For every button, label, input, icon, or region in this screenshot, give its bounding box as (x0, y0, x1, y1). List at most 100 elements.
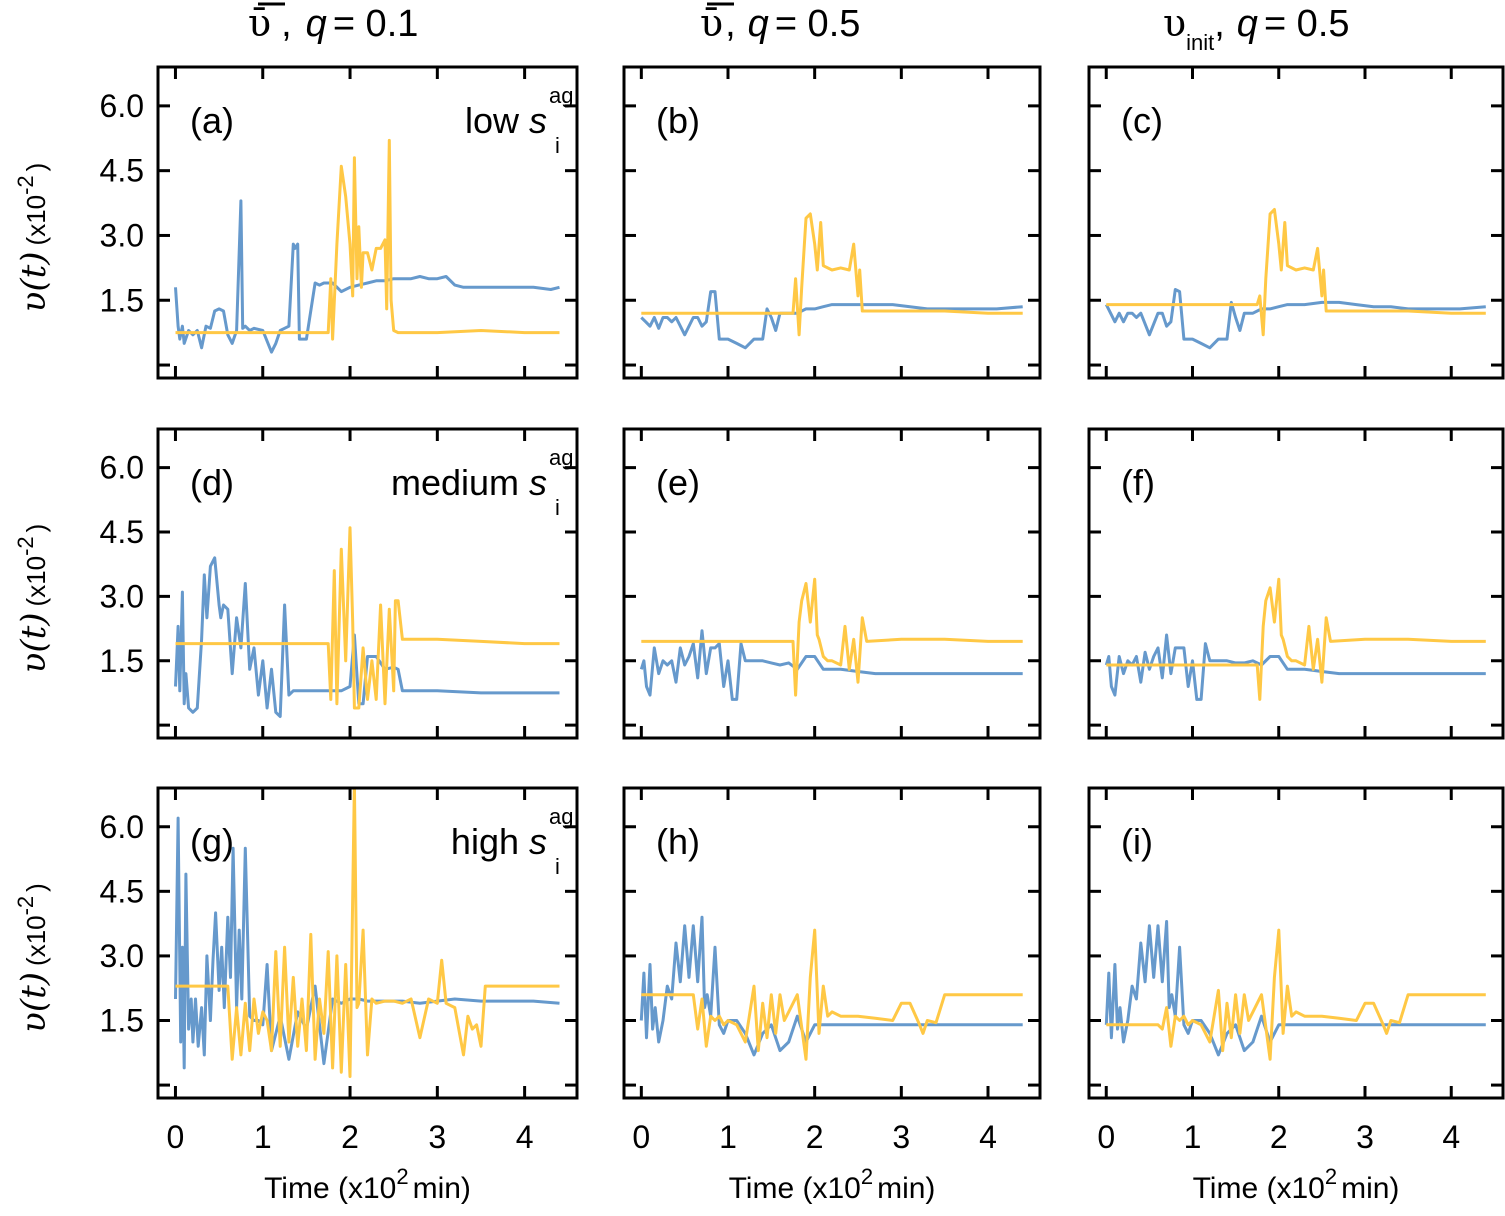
column-title-3: υinit, q = 0.5 (1163, 1, 1350, 55)
y-axis-label-close: ) (21, 883, 51, 892)
y-tick-label: 3.0 (100, 938, 144, 974)
plot-frame (1087, 786, 1505, 1100)
series-line-yellow (1106, 928, 1486, 1061)
series-line-yellow (641, 212, 1023, 337)
x-tick-label: 2 (1270, 1119, 1288, 1155)
plot-frame (622, 786, 1042, 1100)
column-title-2-symbol: ῡ (700, 1, 723, 45)
x-axis-label: Time (x102 min) (264, 1164, 471, 1205)
panel-label: (a) (190, 100, 234, 141)
y-tick-label: 6.0 (100, 809, 144, 845)
series-line-blue (1104, 633, 1486, 701)
panel-label: (f) (1121, 462, 1155, 503)
y-tick-label: 4.5 (100, 153, 144, 189)
x-axis-label-main: Time (x10 (1193, 1172, 1325, 1205)
row-annotation-superscript: ag (549, 83, 573, 108)
y-axis-label-unit: (x10 (21, 915, 51, 966)
series-line-blue (639, 629, 1023, 701)
y-axis-label-unit: (x10 (21, 556, 51, 607)
panel-b: (b) (622, 65, 1042, 380)
series-line-yellow (641, 577, 1023, 697)
y-tick-label: 1.5 (100, 1003, 144, 1039)
row-annotation-superscript: ag (549, 445, 573, 470)
panel-c: (c) (1087, 65, 1505, 380)
panel-i: 0 1 2 3 4(i)Time (x102 min) (1087, 786, 1505, 1205)
panel-h: 0 1 2 3 4(h)Time (x102 min) (622, 786, 1042, 1205)
y-axis-label-main: υ(t) (14, 251, 54, 312)
y-tick-label: 4.5 (100, 514, 144, 550)
plot-frame (156, 65, 579, 380)
x-tick-label: 3 (428, 1119, 446, 1155)
y-tick-label: 1.5 (100, 643, 144, 679)
plot-frame (1087, 427, 1505, 740)
y-tick-label: 6.0 (100, 88, 144, 124)
y-tick-label: 3.0 (100, 578, 144, 614)
panel-label: (h) (656, 821, 700, 862)
panel-label: (i) (1121, 821, 1153, 862)
row-annotation: low s (465, 100, 547, 141)
series-line-blue (174, 199, 560, 354)
row-annotation-subscript: i (555, 495, 560, 520)
x-tick-label: 3 (892, 1119, 910, 1155)
y-tick-label: 3.0 (100, 217, 144, 253)
row-annotation-subscript: i (555, 133, 560, 158)
x-axis-label-suffix: min) (877, 1172, 935, 1205)
panel-d: 1.5 3.0 4.5 6.0 υ(t) (x10-2) medium sag i (d) (13, 427, 579, 740)
row-annotation: medium s (391, 462, 547, 503)
x-tick-label: 4 (516, 1119, 534, 1155)
x-axis-label-main: Time (x10 (729, 1172, 861, 1205)
row-annotation: high s (451, 821, 547, 862)
panel-label: (b) (656, 100, 700, 141)
x-tick-label: 2 (341, 1119, 359, 1155)
column-title-1-symbol: ῡ (248, 1, 271, 45)
x-tick-label: 0 (1097, 1119, 1115, 1155)
panel-g: 0 1 2 3 41.53.04.56.0υ(t)(x10-2)high sagi(g)… (13, 786, 579, 1205)
plot-frame (622, 65, 1042, 380)
panel-f: (f) (1087, 427, 1505, 740)
row-annotation-text: medium (391, 462, 529, 503)
row-annotation-text: high (451, 821, 529, 862)
y-axis-label: υ(t) (x10-2) (13, 883, 54, 1033)
series-line-yellow (1106, 577, 1486, 701)
x-tick-label: 1 (254, 1119, 272, 1155)
row-annotation-symbol: s (529, 821, 547, 862)
plot-frame (156, 427, 579, 740)
series-line-blue (639, 915, 1023, 1057)
x-tick-label: 1 (1184, 1119, 1202, 1155)
series-line-yellow (175, 788, 560, 1078)
x-axis-label-suffix: min) (413, 1172, 471, 1205)
panel-label: (e) (656, 462, 700, 503)
x-axis-label: Time (x102 min) (1193, 1164, 1400, 1205)
y-axis-label-close: ) (21, 163, 51, 172)
plot-frame (1087, 65, 1505, 380)
y-axis-label-exponent: -2 (13, 175, 38, 195)
panel-e: (e) (622, 427, 1042, 740)
x-tick-label: 4 (979, 1119, 997, 1155)
row-annotation-subscript: i (555, 854, 560, 879)
x-tick-label: 4 (1442, 1119, 1460, 1155)
plot-frame (156, 786, 579, 1100)
column-title-1: ῡ, q = 0.1 (248, 1, 418, 45)
series-line-yellow (175, 526, 560, 710)
x-tick-label: 0 (632, 1119, 650, 1155)
column-title-3-symbol: υ (1163, 1, 1186, 45)
y-tick-label: 4.5 (100, 873, 144, 909)
y-axis-label: υ(t) (x10-2) (13, 524, 54, 674)
x-axis-label-suffix: min) (1341, 1172, 1399, 1205)
series-line-yellow (175, 138, 560, 341)
panel-label: (c) (1121, 100, 1163, 141)
panel-label: (g) (190, 821, 234, 862)
panel-a: 1.5 3.0 4.5 6.0 υ(t) (x10-2) low sag i (a) (13, 65, 579, 380)
y-axis-label-unit: (x10 (21, 195, 51, 246)
y-axis-label-main: υ(t) (14, 972, 54, 1033)
row-annotation-superscript: ag (549, 804, 573, 829)
x-tick-label: 2 (806, 1119, 824, 1155)
y-axis-label-exponent: -2 (13, 896, 38, 916)
column-title-2: ῡ, q = 0.5 (700, 1, 860, 45)
x-axis-label-main: Time (x10 (264, 1172, 396, 1205)
x-axis-label-exponent: 2 (396, 1164, 408, 1189)
y-axis-label-main: υ(t) (14, 612, 54, 673)
x-tick-label: 1 (719, 1119, 737, 1155)
